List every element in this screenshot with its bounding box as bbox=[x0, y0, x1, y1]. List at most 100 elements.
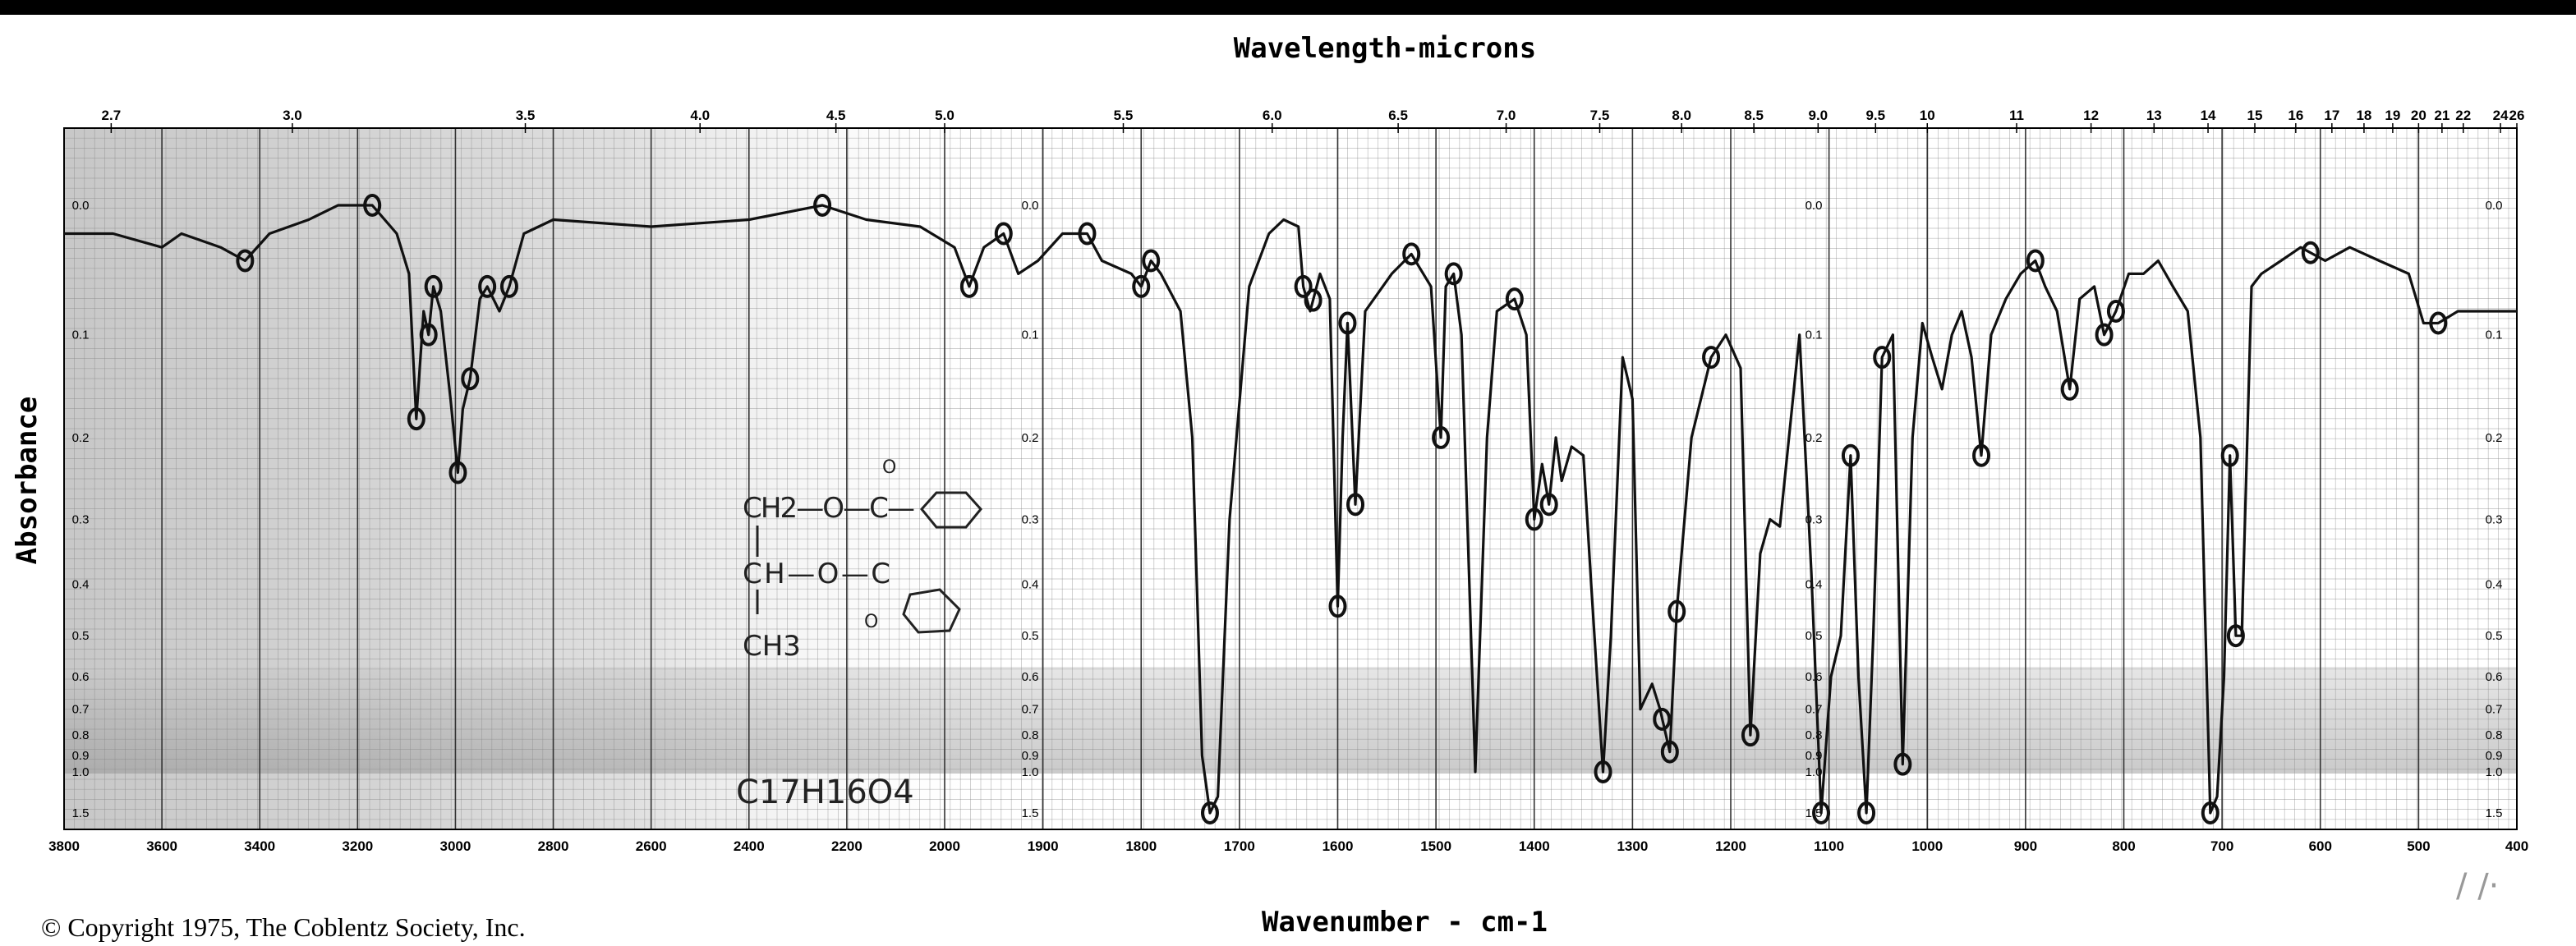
peak-marker bbox=[1444, 262, 1463, 286]
peak-marker bbox=[1812, 801, 1831, 824]
peak-marker bbox=[478, 274, 497, 298]
absorbance-tick-label: 0.9 bbox=[2486, 749, 2503, 763]
molecular-formula: C17H16O4 bbox=[736, 774, 914, 811]
wavelength-tick-label: 26 bbox=[2509, 108, 2525, 123]
peak-marker bbox=[1525, 507, 1543, 531]
peak-marker bbox=[236, 249, 255, 273]
peak-marker bbox=[1505, 287, 1524, 311]
wavelength-tick-labels: 2.7 3.0 3.5 4.0 4.5 5.0 5.5 6.0 6.5 7.0 7.5 8.0 8.5 9… bbox=[102, 108, 2525, 133]
peak-marker bbox=[1432, 425, 1451, 449]
wavenumber-tick-label: 1600 bbox=[1322, 838, 1354, 854]
absorbance-tick-label: 0.5 bbox=[1022, 629, 1039, 643]
wavelength-tick-label: 24 bbox=[2493, 108, 2509, 123]
wavenumber-tick-label: 2000 bbox=[929, 838, 960, 854]
y-axis-label: Absorbance bbox=[11, 397, 44, 565]
absorbance-tick-label: 0.8 bbox=[72, 728, 90, 742]
absorbance-tick-label: 0.1 bbox=[1022, 328, 1039, 342]
peak-marker bbox=[448, 461, 467, 484]
absorbance-ticks-mid1: 0.0 0.1 0.2 0.3 0.4 0.5 0.6 0.7 0.8 0.9 1.0 1.5 bbox=[1022, 199, 1039, 820]
wavenumber-tick-label: 2400 bbox=[734, 838, 765, 854]
structure-row2: CH—O—C bbox=[743, 558, 890, 590]
wavenumber-tick-label: 800 bbox=[2112, 838, 2135, 854]
structure-row3: CH3 bbox=[743, 630, 801, 663]
peak-marker bbox=[1078, 222, 1097, 246]
wavenumber-tick-label: 1700 bbox=[1224, 838, 1255, 854]
wavenumber-tick-label: 1200 bbox=[1715, 838, 1746, 854]
wavenumber-tick-label: 3600 bbox=[146, 838, 177, 854]
peak-marker bbox=[1668, 599, 1686, 623]
absorbance-tick-label: 0.7 bbox=[1806, 703, 1823, 717]
peak-marker bbox=[1660, 740, 1679, 764]
absorbance-tick-label: 0.0 bbox=[72, 199, 90, 213]
peak-marker bbox=[363, 194, 382, 217]
wavenumber-tick-label: 700 bbox=[2210, 838, 2233, 854]
absorbance-tick-label: 0.2 bbox=[1022, 431, 1039, 445]
peak-marker bbox=[461, 367, 480, 391]
wavelength-tick-label: 15 bbox=[2247, 108, 2263, 123]
wavelength-tick-label: 2.7 bbox=[102, 108, 122, 123]
wavenumber-tick-labels: 3800 3600 3400 3200 3000 2800 2600 2400 2200 2000… bbox=[48, 838, 2528, 854]
peak-marker bbox=[1594, 760, 1612, 783]
wavelength-tick-label: 19 bbox=[2385, 108, 2400, 123]
spectrum-line bbox=[64, 204, 2517, 815]
absorbance-tick-label: 0.4 bbox=[1806, 577, 1823, 591]
wavelength-tick-label: 8.5 bbox=[1744, 108, 1764, 123]
peak-marker bbox=[1338, 311, 1357, 335]
wavelength-tick-label: 7.5 bbox=[1590, 108, 1610, 123]
peak-marker bbox=[1653, 707, 1672, 731]
peak-marker bbox=[1328, 595, 1347, 618]
absorbance-tick-label: 0.2 bbox=[72, 431, 90, 445]
wavelength-tick-label: 5.0 bbox=[935, 108, 954, 123]
wavenumber-tick-label: 2200 bbox=[831, 838, 862, 854]
wavenumber-tick-label: 1400 bbox=[1519, 838, 1550, 854]
peak-marker bbox=[2201, 801, 2220, 824]
wavelength-tick-label: 14 bbox=[2201, 108, 2216, 123]
absorbance-tick-label: 0.3 bbox=[1022, 512, 1039, 526]
peak-marker bbox=[1873, 346, 1892, 370]
absorbance-tick-label: 0.4 bbox=[72, 577, 90, 591]
absorbance-tick-label: 1.5 bbox=[1022, 806, 1039, 820]
absorbance-tick-label: 0.9 bbox=[72, 749, 90, 763]
wavenumber-tick-label: 3400 bbox=[244, 838, 275, 854]
wavenumber-tick-label: 500 bbox=[2407, 838, 2430, 854]
peak-marker bbox=[959, 274, 978, 298]
wavelength-tick-label: 12 bbox=[2083, 108, 2099, 123]
wavelength-tick-label: 22 bbox=[2455, 108, 2471, 123]
absorbance-tick-label: 0.8 bbox=[1022, 728, 1039, 742]
absorbance-tick-label: 0.5 bbox=[2486, 629, 2503, 643]
wavelength-tick-label: 20 bbox=[2411, 108, 2426, 123]
wavelength-tick-label: 7.0 bbox=[1497, 108, 1516, 123]
peak-marker bbox=[2095, 323, 2114, 347]
absorbance-tick-label: 0.1 bbox=[2486, 328, 2503, 342]
peak-marker bbox=[1841, 443, 1860, 467]
wavenumber-tick-label: 1900 bbox=[1028, 838, 1059, 854]
peak-marker bbox=[1539, 493, 1558, 517]
wavenumber-tick-label: 1100 bbox=[1814, 838, 1844, 854]
structure-row2-carbonyl: O bbox=[864, 612, 878, 632]
absorbance-tick-label: 1.0 bbox=[2486, 765, 2503, 779]
absorbance-tick-label: 0.6 bbox=[1022, 670, 1039, 684]
top-black-bar bbox=[0, 0, 2576, 15]
wavenumber-tick-label: 1500 bbox=[1420, 838, 1451, 854]
lower-shading-band bbox=[64, 667, 2517, 774]
wavelength-tick-label: 8.0 bbox=[1672, 108, 1691, 123]
chart-title: Wavelength-microns bbox=[1234, 32, 1536, 65]
copyright-text: © Copyright 1975, The Coblentz Society, … bbox=[41, 912, 526, 942]
wavenumber-tick-label: 600 bbox=[2309, 838, 2332, 854]
wavelength-tick-label: 4.5 bbox=[826, 108, 846, 123]
absorbance-tick-label: 1.5 bbox=[72, 806, 90, 820]
peak-marker bbox=[2106, 299, 2125, 323]
wavelength-tick-label: 5.5 bbox=[1114, 108, 1134, 123]
peak-marker bbox=[1702, 346, 1721, 370]
absorbance-tick-label: 0.7 bbox=[2486, 703, 2503, 717]
structure-row1-carbonyl: O bbox=[882, 457, 896, 478]
peak-marker bbox=[499, 274, 518, 298]
absorbance-tick-label: 0.9 bbox=[1022, 749, 1039, 763]
benzene-ring-1-icon bbox=[920, 491, 982, 529]
wavenumber-tick-label: 2800 bbox=[538, 838, 569, 854]
plot-frame bbox=[63, 127, 2518, 830]
peak-marker bbox=[1304, 288, 1322, 312]
wavenumber-tick-label: 3000 bbox=[440, 838, 472, 854]
absorbance-tick-label: 1.0 bbox=[72, 765, 90, 779]
absorbance-tick-label: 0.2 bbox=[2486, 431, 2503, 445]
